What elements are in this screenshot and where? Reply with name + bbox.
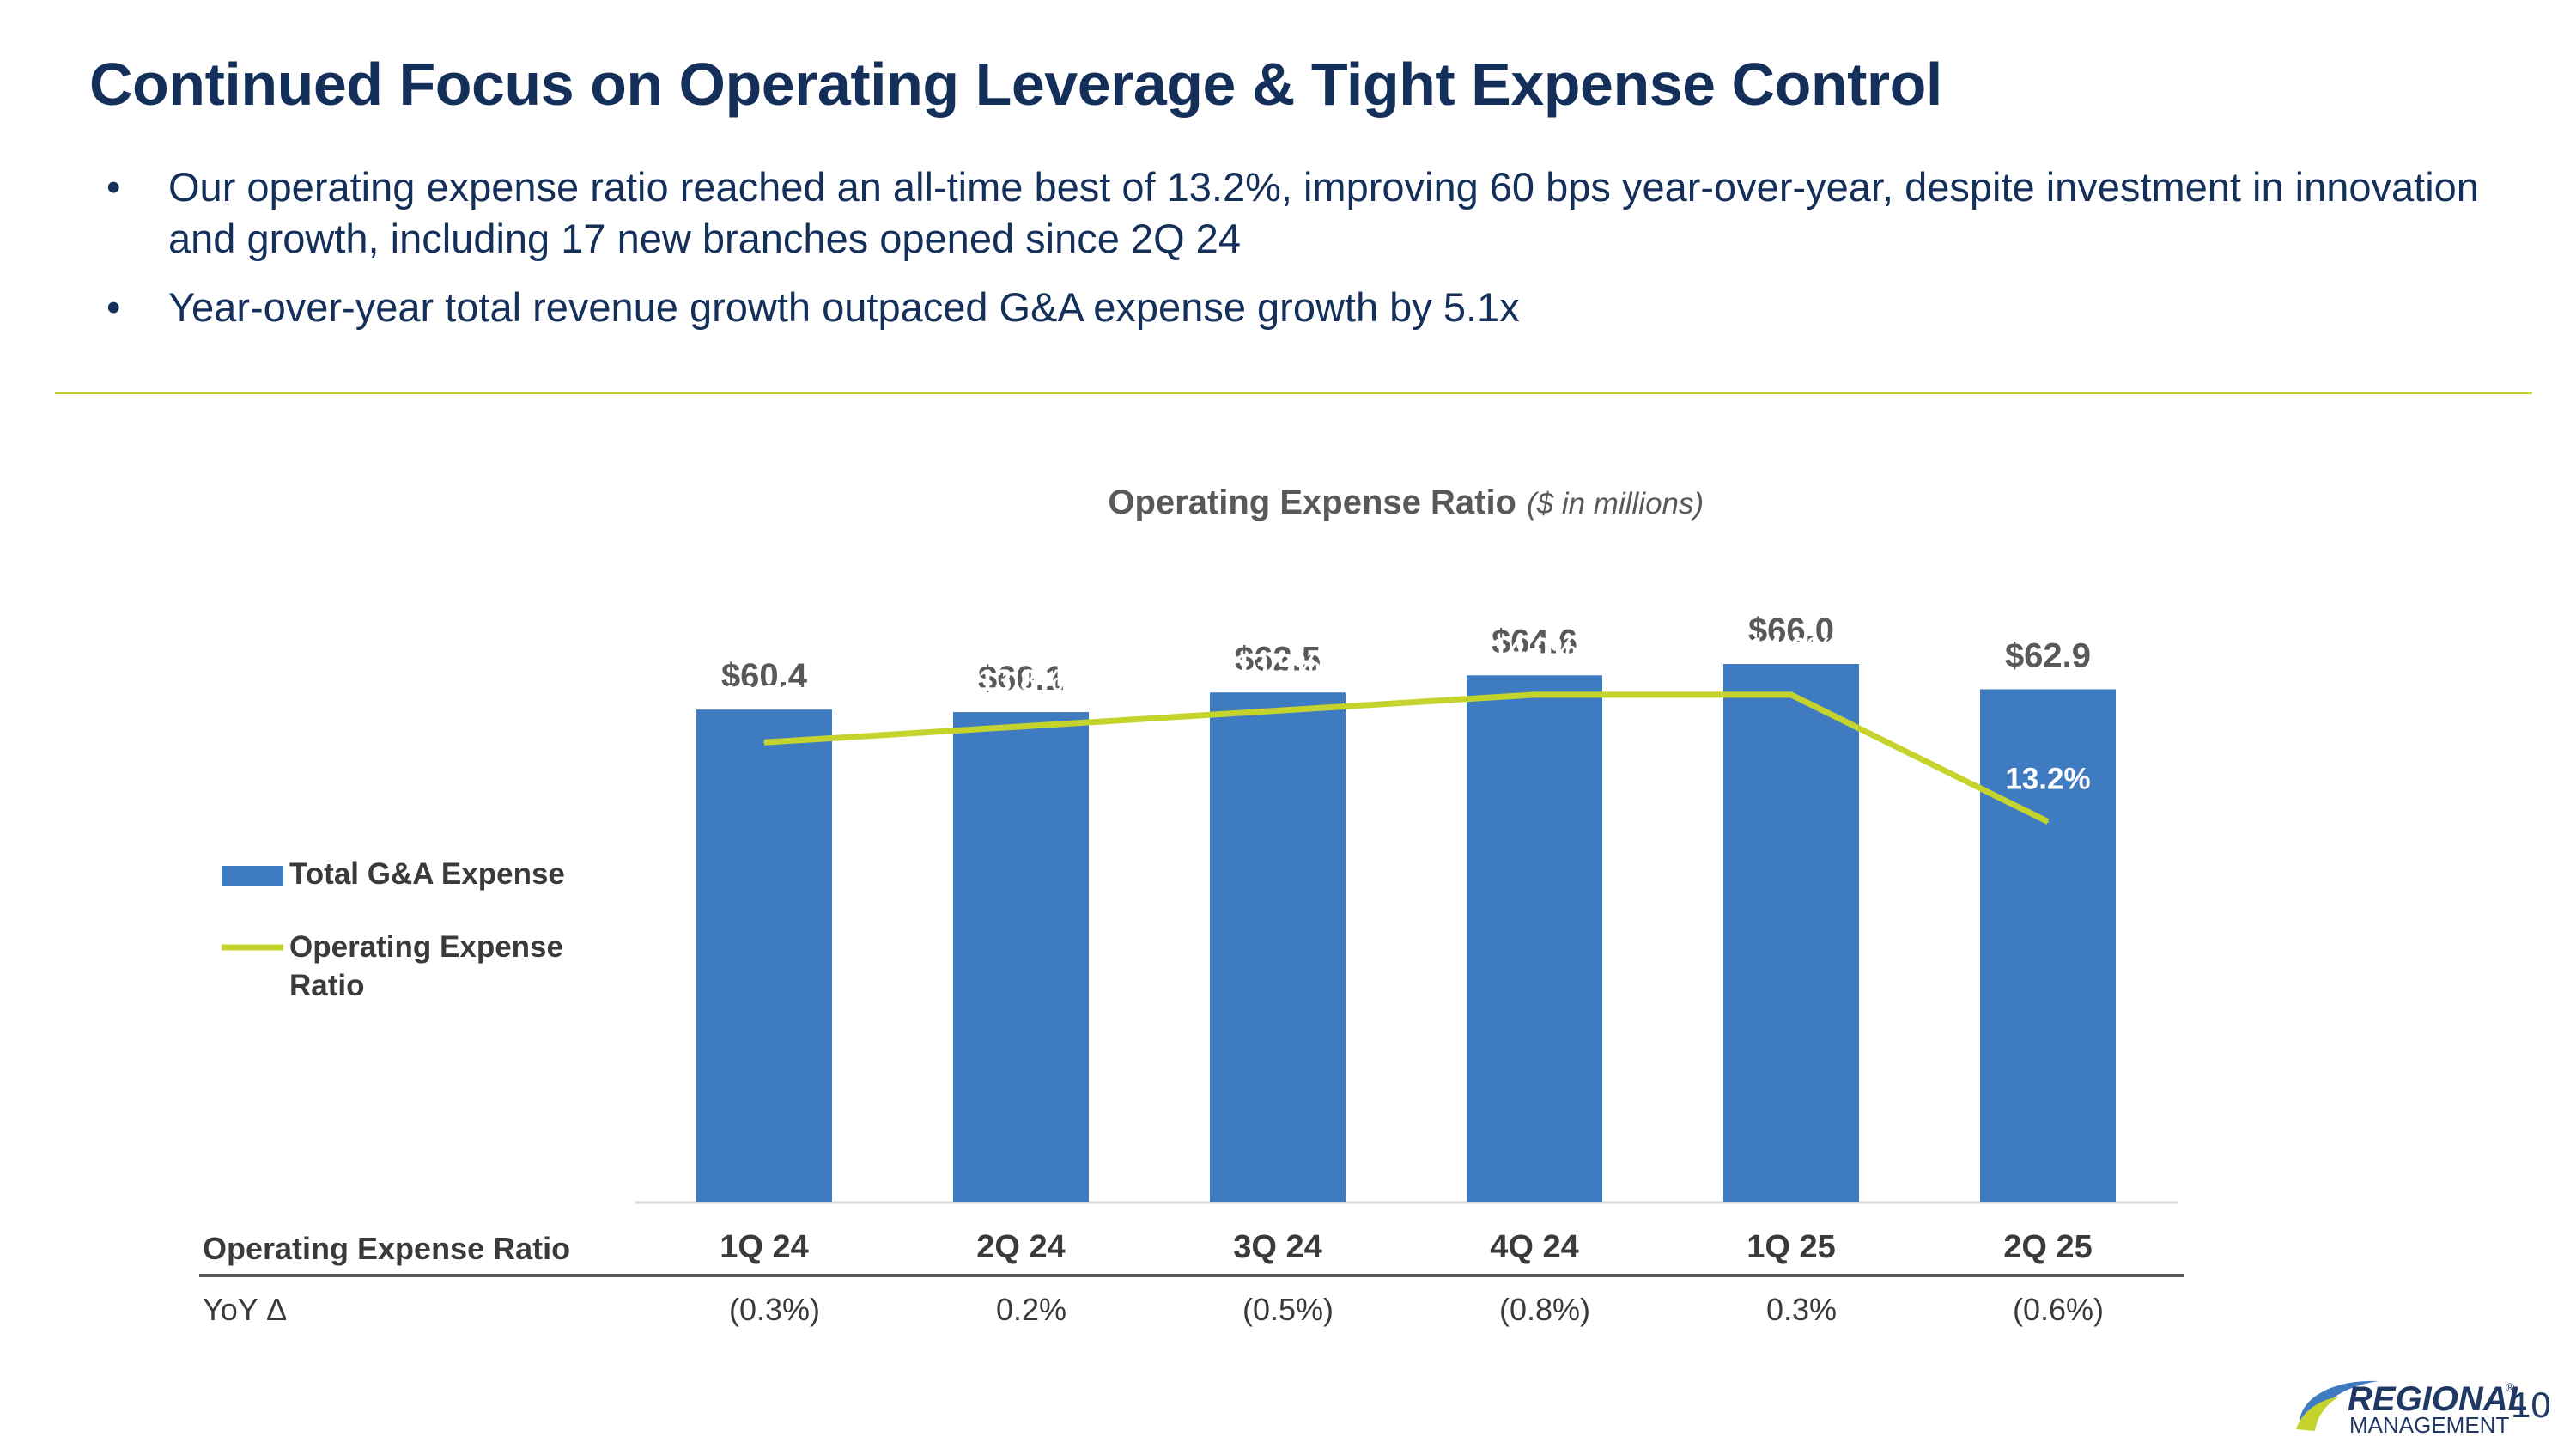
bar-total-ga-expense [1980,689,2116,1202]
line-point [2047,820,2049,823]
table-cell-yoy: 0.3% [1766,1292,1837,1327]
table-cell-yoy: (0.6%) [2013,1292,2104,1327]
bar-total-ga-expense [1723,664,1859,1202]
bar-data-label: $60.1 [978,660,1064,697]
table-header-label: Operating Expense Ratio [203,1231,570,1266]
logo-swoosh-green-icon [2296,1397,2339,1431]
x-tick-label: 2Q 25 [2003,1229,2093,1265]
line-data-label: 13.9% [1235,648,1320,681]
logo-text-bottom: MANAGEMENT [2349,1412,2509,1436]
bar-total-ga-expense [696,709,832,1202]
x-tick-label: 2Q 24 [976,1229,1066,1265]
bullet-list: • Our operating expense ratio reached an… [103,161,2490,350]
line-point [1534,693,1535,696]
page-number: 10 [2511,1385,2551,1425]
line-point [1277,709,1279,712]
x-tick-label: 1Q 24 [720,1229,809,1265]
line-point [1020,725,1022,728]
bar-data-label: $60.4 [721,657,808,695]
table-cell-yoy: (0.8%) [1499,1292,1590,1327]
table-row-label: YoY Δ [203,1292,287,1327]
line-data-label: 13.2% [2005,763,2090,796]
line-point [1790,693,1792,696]
bar-data-label: $62.5 [1235,640,1321,678]
x-tick-label: 1Q 25 [1747,1229,1836,1265]
legend-label-operating-expense-ratio-line2: Ratio [289,969,365,1002]
bar-total-ga-expense [1210,692,1346,1202]
line-data-label: 14.0% [1492,632,1577,666]
section-divider [55,392,2532,394]
bar-data-label: $66.0 [1748,612,1834,649]
x-tick-label: 4Q 24 [1490,1229,1579,1265]
logo-reg-mark: ® [2506,1380,2515,1394]
chart-title: Operating Expense Ratio [1108,484,1516,521]
logo-text-top: REGIONAL [2348,1380,2526,1418]
table-cell-yoy: (0.5%) [1242,1292,1334,1327]
bullet-icon: • [106,164,121,210]
bullet-text: Our operating expense ratio reached an a… [168,164,2479,261]
bullet-text: Year-over-year total revenue growth outp… [168,284,1520,330]
line-data-label: 14.0% [1748,632,1833,666]
bar-total-ga-expense [953,712,1089,1202]
legend-bar-swatch [222,866,283,886]
bullet-item: • Our operating expense ratio reached an… [103,161,2490,265]
line-data-label: 13.8% [978,664,1063,697]
table-cell-yoy: (0.3%) [729,1292,820,1327]
line-data-label: 13.7% [721,679,806,713]
slide-title: Continued Focus on Operating Leverage & … [89,51,1942,118]
legend-label-total-ga-expense: Total G&A Expense [289,857,565,891]
chart-subtitle: ($ in millions) [1527,487,1704,521]
bar-data-label: $64.6 [1492,623,1577,661]
regional-management-logo: REGIONAL ® MANAGEMENT [2296,1380,2526,1436]
bar-data-label: $62.9 [2005,636,2091,674]
legend-label-operating-expense-ratio: Operating Expense [289,930,563,964]
bullet-item: • Year-over-year total revenue growth ou… [103,282,2490,333]
line-operating-expense-ratio [763,691,2050,825]
bar-total-ga-expense [1467,675,1602,1202]
x-tick-label: 3Q 24 [1233,1229,1322,1265]
line-point [763,741,765,744]
bullet-icon: • [106,284,121,330]
table-cell-yoy: 0.2% [996,1292,1066,1327]
